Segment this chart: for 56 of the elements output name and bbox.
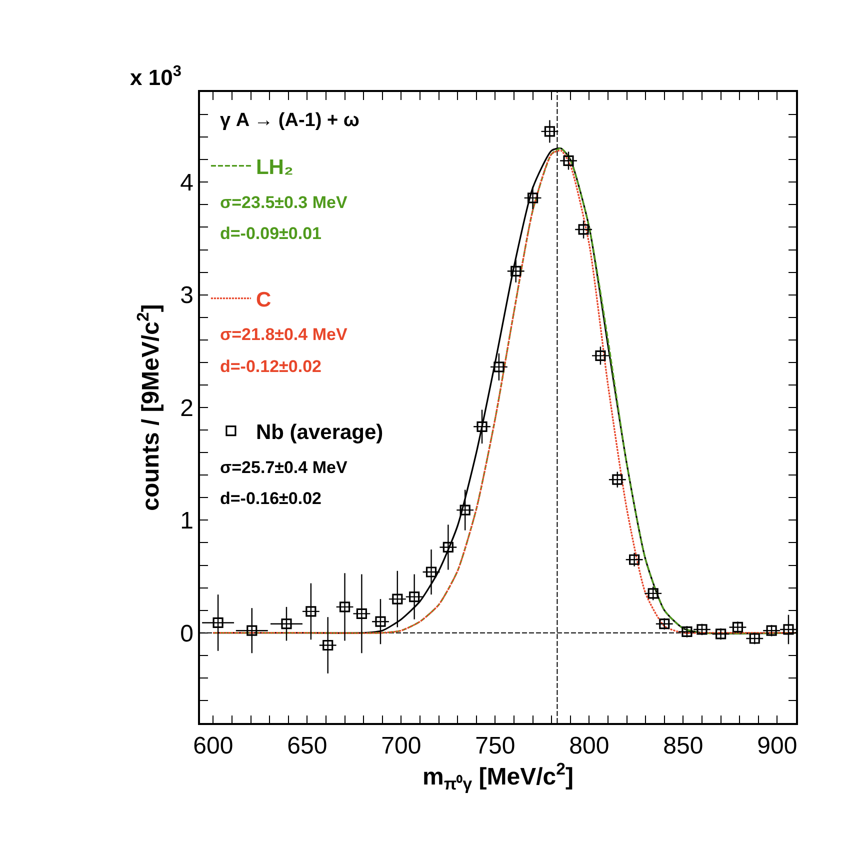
point xyxy=(246,625,258,636)
point xyxy=(527,192,538,204)
point xyxy=(544,126,555,137)
legend-label: C xyxy=(256,288,272,312)
y-tick-label: 0 xyxy=(180,620,194,648)
x-tick-label: 600 xyxy=(193,732,234,760)
point xyxy=(442,542,454,553)
y-tick-label: 2 xyxy=(180,394,194,422)
point xyxy=(715,628,726,640)
legend-label: Nb (average) xyxy=(256,420,384,444)
x-tick-label: 650 xyxy=(287,732,328,760)
point xyxy=(595,350,606,361)
point xyxy=(426,566,437,578)
point xyxy=(460,504,470,516)
point xyxy=(281,618,292,630)
point xyxy=(476,421,488,432)
point xyxy=(682,626,692,638)
point xyxy=(732,622,744,633)
point xyxy=(375,616,386,627)
point xyxy=(322,640,334,651)
point xyxy=(339,602,350,612)
annotation: σ=23.5±0.3 MeV xyxy=(220,193,348,212)
y-tick-label: 1 xyxy=(180,508,194,535)
x-axis-title: m$_{π⁰γ}$ [MeV/c$^{2}$] xyxy=(422,760,574,794)
point xyxy=(629,554,640,565)
annotation: γ A → (A-1) + ω xyxy=(220,110,360,131)
annotation: d=-0.16±0.02 xyxy=(220,489,322,508)
y-tick-label: 4 xyxy=(180,170,194,197)
text: x 10$^{3}$ xyxy=(130,63,182,90)
x-tick-label: 850 xyxy=(663,732,704,760)
point xyxy=(563,155,574,166)
annotation: d=-0.12±0.02 xyxy=(220,357,322,376)
point xyxy=(783,624,794,635)
x-tick-label: 900 xyxy=(757,732,798,760)
point xyxy=(212,617,224,628)
point xyxy=(578,224,589,235)
y-tick-label: 3 xyxy=(180,282,194,310)
annotation: σ=21.8±0.4 MeV xyxy=(220,325,348,344)
point xyxy=(409,592,420,602)
point xyxy=(749,633,760,644)
x-tick-label: 750 xyxy=(475,732,516,760)
point xyxy=(648,588,658,599)
x-tick-label: 700 xyxy=(381,732,422,760)
point xyxy=(696,624,708,635)
legend-label: LH₂ xyxy=(256,156,294,179)
annotation: σ=25.7±0.4 MeV xyxy=(220,458,348,477)
point xyxy=(356,608,367,619)
point xyxy=(494,362,504,372)
point xyxy=(612,474,623,485)
point xyxy=(510,266,522,276)
x-tick-label: 800 xyxy=(569,732,610,760)
point xyxy=(659,618,670,630)
annotation: d=-0.09±0.01 xyxy=(220,224,322,243)
point xyxy=(766,625,777,636)
point xyxy=(392,594,403,604)
point xyxy=(306,606,316,617)
